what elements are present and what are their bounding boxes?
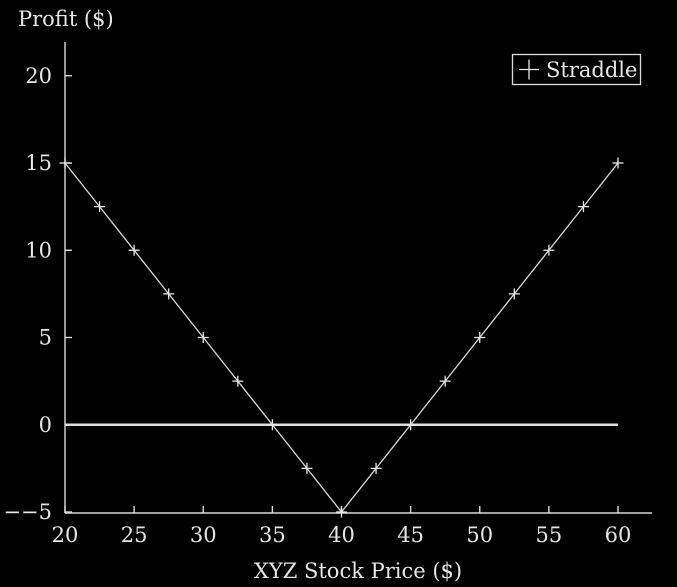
x-tick-label-35: 35 [259, 523, 286, 547]
plot-area [59, 157, 624, 518]
y-tick-label-15: 15 [25, 151, 52, 175]
data-point-10 [405, 419, 417, 431]
x-tick-label-45: 45 [397, 523, 424, 547]
y-tick-label-0: 0 [39, 413, 52, 437]
data-point-9 [370, 462, 382, 474]
data-point-13 [508, 288, 520, 300]
data-point-1 [94, 201, 106, 213]
x-axis-label: XYZ Stock Price ($) [254, 559, 462, 583]
data-point-15 [577, 201, 589, 213]
data-point-2 [128, 244, 140, 256]
data-point-3 [163, 288, 175, 300]
y-axis-label: Profit ($) [18, 7, 114, 31]
x-tick-label-30: 30 [190, 523, 217, 547]
y-tick-label-5: 5 [39, 326, 52, 350]
data-point-5 [232, 375, 244, 387]
data-point-4 [197, 332, 209, 343]
axes [64, 42, 652, 514]
data-point-16 [612, 157, 624, 169]
x-ticks: 20 25 30 35 40 45 50 55 60 [52, 506, 632, 547]
data-point-11 [439, 375, 451, 387]
x-tick-label-40: 40 [328, 523, 355, 547]
data-point-12 [474, 332, 486, 343]
x-tick-label-25: 25 [121, 523, 148, 547]
x-tick-label-60: 60 [605, 523, 632, 547]
data-point-6 [266, 419, 278, 431]
y-ticks: −−5 0 5 10 15 20 [3, 64, 72, 524]
data-point-8 [336, 506, 347, 518]
data-point-14 [543, 244, 555, 256]
legend-label-straddle: Straddle [546, 58, 637, 82]
series-line-straddle [64, 162, 619, 514]
x-tick-label-20: 20 [52, 523, 79, 547]
y-tick-label-10: 10 [25, 238, 52, 262]
data-point-0 [59, 157, 71, 169]
x-tick-label-55: 55 [536, 523, 563, 547]
legend: Straddle [511, 53, 642, 86]
data-point-7 [301, 462, 313, 474]
y-tick-label--5: −−5 [3, 500, 52, 524]
y-tick-label-20: 20 [25, 64, 52, 88]
x-tick-label-50: 50 [466, 523, 493, 547]
